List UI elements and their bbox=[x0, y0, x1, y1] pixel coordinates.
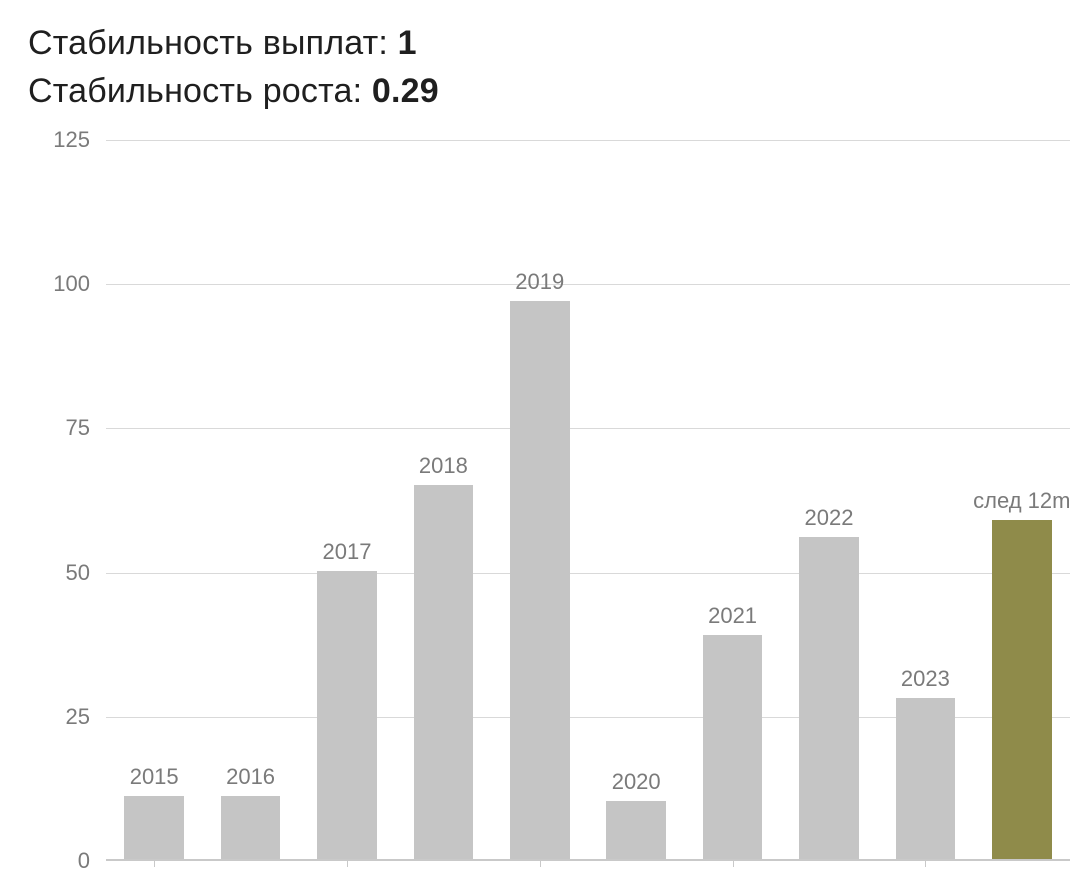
x-tick bbox=[925, 861, 926, 867]
bar: 2016 bbox=[221, 796, 281, 859]
y-tick-label: 25 bbox=[66, 704, 90, 730]
bar: 2022 bbox=[799, 537, 859, 859]
x-tick bbox=[733, 861, 734, 867]
bar: 2018 bbox=[414, 485, 474, 859]
bar-label: 2022 bbox=[805, 505, 854, 537]
y-tick-label: 125 bbox=[53, 127, 90, 153]
x-tick bbox=[540, 861, 541, 867]
page: Стабильность выплат: 1 Стабильность рост… bbox=[0, 0, 1080, 891]
metrics-block: Стабильность выплат: 1 Стабильность рост… bbox=[28, 20, 1052, 115]
metric-label: Стабильность роста: bbox=[28, 72, 372, 110]
bar: 2023 bbox=[896, 698, 956, 859]
y-tick-label: 50 bbox=[66, 560, 90, 586]
bar-label: 2016 bbox=[226, 764, 275, 796]
bar: 2020 bbox=[606, 801, 666, 859]
bar: 2019 bbox=[510, 301, 570, 859]
metric-growth-stability: Стабильность роста: 0.29 bbox=[28, 68, 1052, 116]
bar-label: 2015 bbox=[130, 764, 179, 796]
bar-label: след 12m bbox=[973, 488, 1070, 520]
bar: 2017 bbox=[317, 571, 377, 859]
x-tick bbox=[154, 861, 155, 867]
metric-payout-stability: Стабильность выплат: 1 bbox=[28, 20, 1052, 68]
x-tick bbox=[347, 861, 348, 867]
y-tick-label: 75 bbox=[66, 415, 90, 441]
bar-label: 2023 bbox=[901, 666, 950, 698]
bar-label: 2019 bbox=[515, 269, 564, 301]
bar: 2021 bbox=[703, 635, 763, 859]
y-tick-label: 100 bbox=[53, 271, 90, 297]
metric-value: 0.29 bbox=[372, 72, 439, 110]
bar-label: 2017 bbox=[323, 539, 372, 571]
bar: след 12m bbox=[992, 520, 1052, 859]
y-tick-label: 0 bbox=[78, 848, 90, 874]
bar-label: 2021 bbox=[708, 603, 757, 635]
metric-label: Стабильность выплат: bbox=[28, 24, 398, 62]
y-axis: 0255075100125 bbox=[28, 140, 98, 861]
plot-area: 2015 2016 2017 2018 2019 2020 2021 2022 2023 след… bbox=[106, 140, 1070, 861]
bar-chart: 0255075100125 20152016201720182019202020… bbox=[28, 140, 1070, 861]
bar: 2015 bbox=[124, 796, 184, 859]
bar-label: 2020 bbox=[612, 769, 661, 801]
bars-container: 2015 2016 2017 2018 2019 2020 2021 2022 2023 след… bbox=[106, 140, 1070, 859]
metric-value: 1 bbox=[398, 24, 417, 62]
bar-label: 2018 bbox=[419, 453, 468, 485]
